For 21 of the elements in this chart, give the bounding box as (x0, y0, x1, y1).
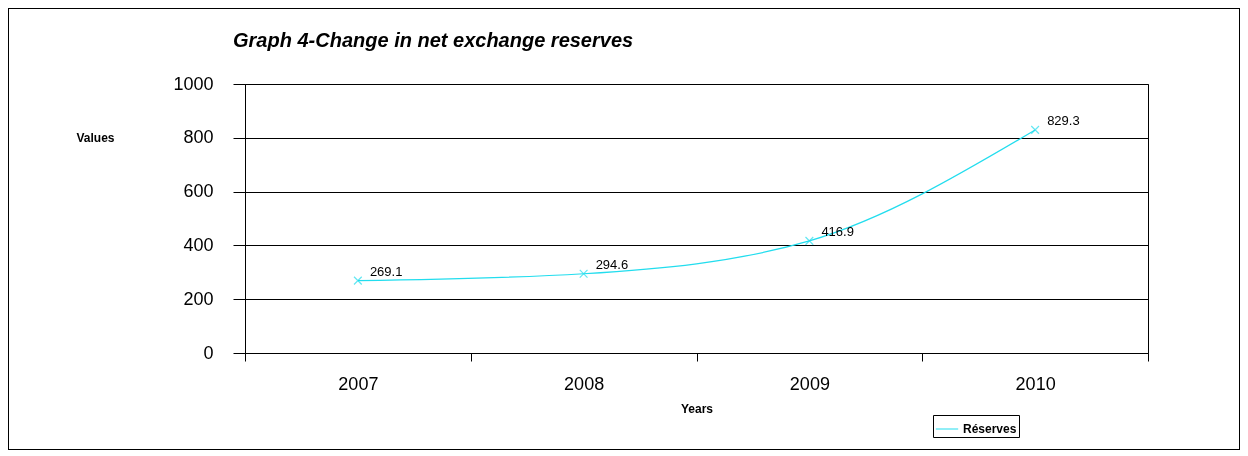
data-label: 269.1 (369, 263, 403, 279)
y-tick-label: 0 (203, 342, 214, 363)
chart-title: Graph 4-Change in net exchange reserves (233, 29, 634, 51)
point (804, 236, 814, 246)
point (353, 276, 363, 286)
y-tick-label: 1000 (173, 73, 214, 94)
y-tick-label: 800 (183, 127, 214, 148)
y-tick-label: 600 (183, 181, 214, 202)
y-axis-title: Values (76, 130, 115, 145)
x-tick-label: 2008 (564, 373, 605, 394)
x-axis-title: Years (680, 401, 714, 416)
legend-label: Réserves (963, 422, 1017, 436)
point (1030, 125, 1040, 135)
data-label: 294.6 (595, 256, 629, 272)
y-tick-label: 400 (183, 234, 214, 255)
y-tick-label: 200 (183, 288, 214, 309)
x-tick-label: 2009 (789, 373, 830, 394)
data-label: 829.3 (1047, 112, 1080, 128)
point (579, 269, 589, 279)
x-tick-label: 2010 (1015, 373, 1056, 394)
x-tick-label: 2007 (338, 373, 379, 394)
